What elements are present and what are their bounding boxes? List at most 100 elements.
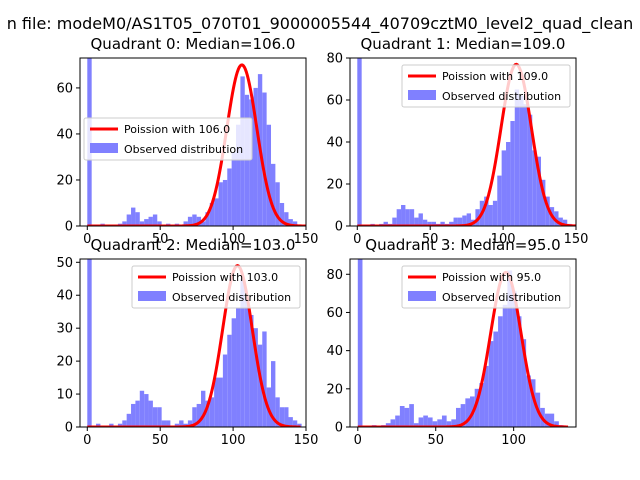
y-tick-label: 20 xyxy=(326,178,343,193)
histogram-bar xyxy=(527,114,533,226)
legend-hist-label: Observed distribution xyxy=(442,90,561,103)
histogram-bar xyxy=(541,179,546,226)
histogram-bar xyxy=(413,423,419,427)
histogram-bar xyxy=(227,334,232,427)
legend-box xyxy=(83,117,253,161)
histogram-bar xyxy=(279,407,285,427)
histogram-bar xyxy=(205,400,210,427)
histogram-bar xyxy=(484,365,489,427)
histogram-bar xyxy=(288,417,293,427)
histogram-bar xyxy=(449,221,454,226)
y-tick-label: 20 xyxy=(326,382,343,397)
histogram-bar xyxy=(135,212,140,226)
subplot-title: Quadrant 1: Median=109.0 xyxy=(361,35,566,53)
legend-hist-swatch xyxy=(408,90,436,100)
histogram-bar xyxy=(262,331,267,427)
histogram-bar xyxy=(222,354,228,427)
histogram-bar xyxy=(395,415,400,427)
x-tick-label: 150 xyxy=(294,433,319,448)
histogram-bar xyxy=(266,124,272,226)
histogram-bar xyxy=(209,202,215,226)
histogram-bar xyxy=(183,221,188,226)
y-tick-label: 20 xyxy=(56,173,73,188)
y-tick-label: 60 xyxy=(56,81,73,96)
histogram-bar xyxy=(131,207,136,226)
histogram-bar xyxy=(512,291,517,427)
x-tick-label: 0 xyxy=(83,232,91,247)
histogram-bar xyxy=(498,316,503,427)
histogram-bar xyxy=(109,423,114,427)
histogram-bar xyxy=(275,397,280,427)
histogram-bar xyxy=(187,216,193,226)
y-tick-label: 30 xyxy=(56,322,73,337)
subplot-0: 0 50 100 150 0 20 40 60 Poission with 106.0 Obser… xyxy=(56,35,318,247)
histogram-bar xyxy=(126,214,132,226)
legend-fit-label: Poission with 106.0 xyxy=(124,123,230,136)
legend-hist-swatch xyxy=(138,291,166,301)
histogram-bar xyxy=(466,213,472,226)
histogram-bar xyxy=(422,219,428,226)
histogram-bar xyxy=(427,417,433,427)
histogram-bar xyxy=(423,415,428,427)
histogram-bar xyxy=(279,202,285,226)
histogram-bar xyxy=(152,407,158,427)
histogram-bar xyxy=(174,423,180,427)
subplot-title: Quadrant 3: Median=95.0 xyxy=(365,236,560,254)
histogram-bar xyxy=(231,152,237,226)
histogram-bar xyxy=(231,318,237,427)
legend-fit-label: Poission with 103.0 xyxy=(172,271,278,284)
x-tick-label: 150 xyxy=(564,232,589,247)
x-tick-label: 0 xyxy=(83,433,91,448)
y-tick-label: 80 xyxy=(326,268,343,283)
histogram-bar xyxy=(401,205,406,226)
histogram-bar xyxy=(179,420,184,427)
y-tick-label: 80 xyxy=(326,52,343,67)
axes-frame xyxy=(79,258,307,428)
histogram-bar xyxy=(148,400,153,427)
legend: Poission with 95.0 Observed distribution xyxy=(401,265,571,309)
histogram-bar xyxy=(271,361,276,427)
subplot-title: Quadrant 0: Median=106.0 xyxy=(91,35,296,53)
histogram-bar xyxy=(218,377,223,427)
histogram-bar xyxy=(530,379,536,427)
histogram-bar xyxy=(545,196,550,226)
histogram-bar xyxy=(161,420,167,427)
histogram-bar xyxy=(493,331,499,427)
histogram-bar xyxy=(253,87,258,226)
histogram-bar xyxy=(148,216,153,226)
x-tick-label: 100 xyxy=(501,433,526,448)
histogram-bar xyxy=(196,216,202,226)
histogram-bar xyxy=(262,92,267,226)
histogram-bar xyxy=(536,156,542,226)
y-tick-label: 10 xyxy=(56,388,73,403)
histogram-bar xyxy=(257,344,263,427)
histogram-bar xyxy=(126,413,132,427)
histogram-bar xyxy=(222,179,228,226)
histogram-bar xyxy=(455,407,461,427)
histogram-bar xyxy=(357,259,363,427)
y-tick-label: 0 xyxy=(335,220,343,235)
x-tick-label: 100 xyxy=(221,232,246,247)
histogram-bar xyxy=(227,168,232,226)
histogram-bar xyxy=(502,304,508,427)
histogram-bar xyxy=(521,339,527,427)
histogram-bar xyxy=(218,182,223,226)
y-tick-label: 60 xyxy=(326,94,343,109)
histogram-bar xyxy=(196,403,202,427)
x-tick-label: 100 xyxy=(221,433,246,448)
histogram-bar xyxy=(249,99,254,226)
histogram-bar xyxy=(166,420,171,427)
y-tick-label: 20 xyxy=(56,355,73,370)
fit-curve xyxy=(357,62,576,226)
histogram-bars xyxy=(87,259,302,427)
histogram-bar xyxy=(506,142,511,226)
y-tick-label: 40 xyxy=(326,136,343,151)
histogram-bar xyxy=(271,163,276,226)
histogram-bar xyxy=(131,403,136,427)
x-tick-label: 100 xyxy=(491,232,516,247)
histogram-bar xyxy=(249,315,254,427)
histogram-bar xyxy=(385,423,391,427)
histogram-bar xyxy=(431,221,437,226)
axes-frame xyxy=(79,57,307,227)
